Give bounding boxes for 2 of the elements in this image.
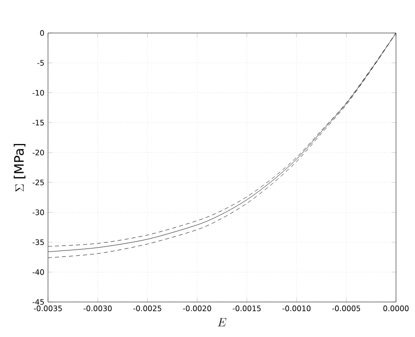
y-axis-title: $\Sigma\mbox{ [MPa]}$ [14, 144, 26, 192]
x-axis-title: $E$ [218, 318, 226, 326]
